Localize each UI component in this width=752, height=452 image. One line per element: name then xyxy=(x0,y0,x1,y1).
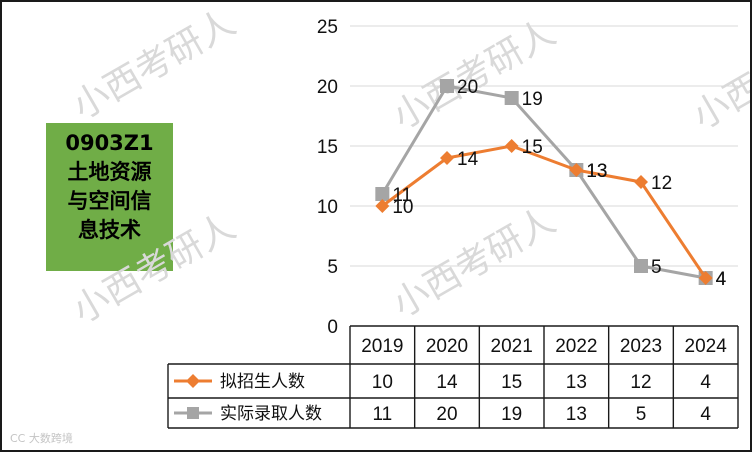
data-point-diamond xyxy=(569,163,584,177)
x-category-label: 2023 xyxy=(620,336,662,357)
data-label: 15 xyxy=(522,137,543,158)
series-line-0 xyxy=(381,144,707,279)
legend-marker-diamond xyxy=(186,374,200,388)
data-point-diamond xyxy=(698,271,713,285)
data-label: 19 xyxy=(522,89,543,110)
data-label: 13 xyxy=(586,161,607,182)
legend-series-name: 实际录取人数 xyxy=(220,404,322,424)
watermark-text: 小西考研人 xyxy=(386,200,562,326)
table-value-cell: 15 xyxy=(501,372,522,393)
data-point-square xyxy=(375,187,390,201)
table-value-cell: 10 xyxy=(372,372,393,393)
x-category-label: 2020 xyxy=(426,336,468,357)
major-label-box: 0903Z1 土地资源 与空间信 息技术 xyxy=(46,123,173,271)
data-label: 20 xyxy=(457,77,478,98)
x-category-label: 2024 xyxy=(685,336,728,357)
data-label: 5 xyxy=(651,257,662,278)
x-category-label: 2022 xyxy=(555,336,597,357)
data-point-square xyxy=(440,79,454,93)
data-point-diamond xyxy=(634,175,648,189)
data-label: 4 xyxy=(716,269,727,290)
footer-watermark: CC 大数跨境 xyxy=(10,432,73,445)
major-name-line-2: 与空间信 xyxy=(67,189,152,213)
x-category-label: 2021 xyxy=(491,336,533,357)
table-value-cell: 5 xyxy=(636,404,647,425)
x-category-label: 2019 xyxy=(361,336,403,357)
watermark-text: 小西考研人 xyxy=(66,2,242,128)
data-point-square xyxy=(634,259,648,273)
y-tick-label: 10 xyxy=(317,197,338,218)
gridlines: 0 5 10 15 20 25 xyxy=(317,17,738,338)
table-value-cell: 13 xyxy=(566,372,587,393)
legend-series-name: 拟招生人数 xyxy=(220,372,305,392)
watermark-text: 小西考研人 xyxy=(386,12,562,138)
watermark-text: 小西考研人 xyxy=(686,12,750,138)
table-value-cell: 4 xyxy=(700,372,711,393)
data-label: 11 xyxy=(392,185,412,206)
table-value-cell: 11 xyxy=(372,404,392,425)
y-tick-label: 5 xyxy=(327,257,338,278)
data-label: 14 xyxy=(457,149,479,170)
y-tick-label: 0 xyxy=(327,317,338,338)
table-value-cell: 12 xyxy=(630,372,651,393)
major-name-line-3: 息技术 xyxy=(78,218,141,242)
y-tick-label: 20 xyxy=(317,77,338,98)
series-lines xyxy=(375,79,713,285)
major-name-line-1: 土地资源 xyxy=(67,160,152,184)
watermark-text: 小西考研人 xyxy=(66,206,242,332)
data-point-diamond xyxy=(375,199,390,213)
table-value-cell: 4 xyxy=(700,404,711,425)
data-point-square xyxy=(504,91,519,105)
data-point-diamond xyxy=(440,151,454,165)
data-point-diamond xyxy=(504,139,519,153)
table-value-cell: 19 xyxy=(501,404,522,425)
data-label: 10 xyxy=(392,197,413,218)
data-label: 12 xyxy=(651,173,672,194)
data-label: 13 xyxy=(586,161,607,182)
table-value-cell: 20 xyxy=(436,404,457,425)
major-code: 0903Z1 xyxy=(65,131,154,155)
series-line-1 xyxy=(381,84,706,280)
y-tick-label: 15 xyxy=(317,137,338,158)
table-value-cell: 14 xyxy=(436,372,458,393)
legend-marker-square xyxy=(187,407,199,419)
data-label: 4 xyxy=(716,269,727,290)
y-tick-label: 25 xyxy=(317,17,338,38)
table-value-cell: 13 xyxy=(566,404,587,425)
